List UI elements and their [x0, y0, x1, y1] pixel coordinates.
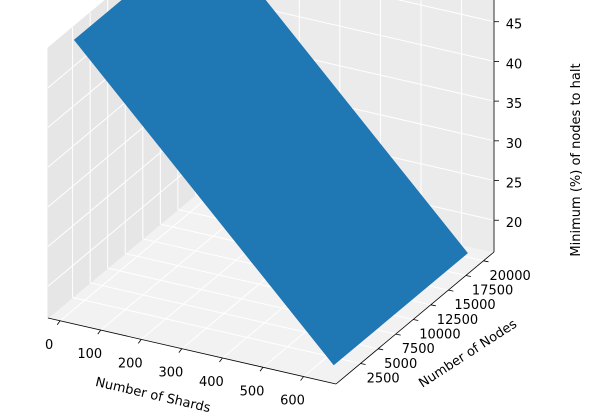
x-tick-label: 0: [45, 338, 53, 353]
x-tick-mark: [178, 348, 183, 353]
y-tick-mark: [413, 319, 419, 321]
x-tick-label: 400: [199, 375, 224, 390]
z-axis-ticks: 20 25 30 35 40 45: [494, 18, 523, 231]
y-tick-mark: [360, 363, 366, 365]
gridline: [72, 296, 361, 364]
surface: [73, 0, 468, 366]
z-tick-label: 40: [506, 57, 523, 72]
gridline: [59, 188, 219, 322]
y-tick-mark: [378, 348, 384, 351]
z-tick-label: 25: [506, 177, 523, 192]
y-tick-label: 2500: [367, 371, 400, 386]
y-axis-line: [335, 251, 495, 385]
x-axis-ticks: 0 100 200 300 400 500 600: [45, 320, 305, 409]
z-tick-label: 30: [506, 137, 523, 152]
x-tick-label: 500: [240, 384, 265, 399]
x-tick-mark: [56, 320, 61, 326]
x-tick-mark: [137, 339, 142, 344]
z-axis-label: Minimum (%) of nodes to halt: [569, 63, 584, 256]
y-tick-label: 20000: [489, 269, 530, 284]
z-tick-label: 20: [506, 216, 523, 231]
y-tick-mark: [430, 304, 436, 307]
x-tick-label: 600: [280, 394, 305, 409]
y-tick-label: 10000: [419, 327, 460, 342]
y-tick-mark: [483, 260, 489, 263]
x-tick-label: 200: [118, 356, 143, 371]
y-tick-label: 15000: [454, 298, 495, 313]
x-tick-mark: [97, 329, 102, 335]
y-tick-label: 17500: [472, 283, 513, 298]
x-tick-mark: [259, 367, 264, 372]
x-tick-mark: [219, 357, 223, 363]
surface-polygon: [73, 0, 468, 366]
y-tick-mark: [465, 275, 471, 277]
z-tick-label: 45: [506, 18, 523, 33]
gridline: [397, 0, 495, 23]
y-tick-label: 5000: [384, 357, 417, 372]
axes: [47, 0, 495, 385]
x-axis-line: [47, 317, 337, 385]
gridline: [47, 153, 207, 287]
y-tick-mark: [395, 333, 401, 336]
z-tick-label: 35: [506, 97, 523, 112]
y-tick-label: 12500: [437, 313, 478, 328]
y-tick-mark: [448, 289, 454, 292]
y-tick-label: 7500: [402, 342, 435, 357]
x-tick-label: 100: [77, 347, 102, 362]
x-tick-label: 300: [158, 366, 183, 381]
x-tick-mark: [300, 376, 304, 381]
x-axis-label: Number of Shards: [94, 375, 212, 416]
